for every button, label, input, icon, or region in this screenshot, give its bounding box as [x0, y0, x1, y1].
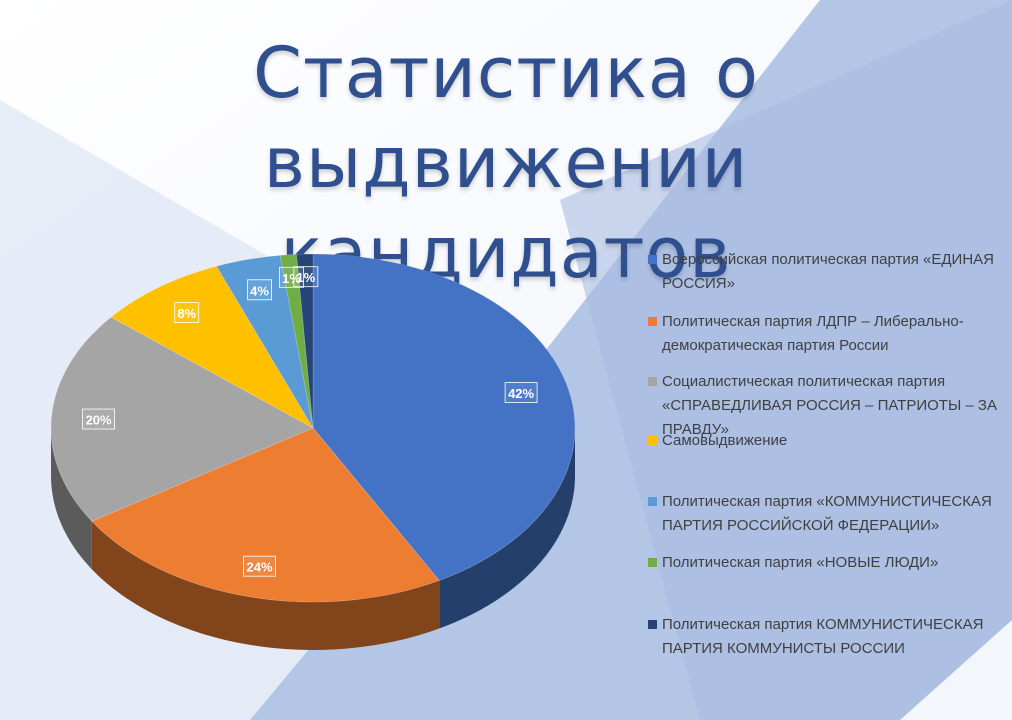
- legend-swatch: [648, 497, 657, 506]
- pie-slice-5: [216, 255, 314, 429]
- pie-side-walls: [51, 428, 575, 650]
- pie-slice-7: [296, 253, 314, 429]
- data-label-1: 42%: [504, 382, 538, 403]
- background-blue-panel-2: [560, 0, 1012, 720]
- pie-slice-2: [91, 427, 440, 603]
- pie-slice-1: [312, 253, 576, 581]
- legend-label: Политическая партия КОММУНИСТИЧЕСКАЯ ПАР…: [662, 616, 984, 657]
- data-label-5: 4%: [247, 279, 272, 301]
- legend-item-4: Самовыдвижение: [648, 429, 1008, 453]
- pie-side-2: [91, 521, 440, 650]
- legend-item-2: Политическая партия ЛДПР – Либерально-де…: [648, 310, 1008, 358]
- legend-item-5: Политическая партия «КОММУНИСТИЧЕСКАЯ ПА…: [648, 490, 1008, 538]
- data-label-2: 24%: [243, 555, 276, 577]
- legend-label: Социалистическая политическая партия «СП…: [662, 373, 997, 438]
- legend-label: Политическая партия «НОВЫЕ ЛЮДИ»: [662, 554, 939, 571]
- legend-swatch: [648, 377, 657, 386]
- pie-side-3: [51, 428, 92, 570]
- legend-item-6: Политическая партия «НОВЫЕ ЛЮДИ»: [648, 551, 1008, 575]
- pie-slices: [50, 253, 576, 603]
- legend-item-1: Всероссийская политическая партия «ЕДИНА…: [648, 248, 1008, 296]
- legend-swatch: [648, 558, 657, 567]
- pie-data-labels: 42% 24% 20% 8% 4% 1%1%: [82, 266, 538, 577]
- legend-item-3: Социалистическая политическая партия «СП…: [648, 370, 1008, 442]
- legend-label: Самовыдвижение: [662, 432, 788, 449]
- legend-label: Всероссийская политическая партия «ЕДИНА…: [662, 251, 994, 292]
- legend-swatch: [648, 436, 657, 445]
- slide-title: Статистика о выдвижении кандидатов: [0, 28, 1012, 298]
- background-white-wedge: [900, 620, 1012, 720]
- legend-label: Политическая партия «КОММУНИСТИЧЕСКАЯ ПА…: [662, 493, 992, 534]
- legend-swatch: [648, 317, 657, 326]
- pie-side-1: [439, 428, 575, 629]
- pie-slice-3: [50, 316, 314, 522]
- data-label-7: 1%: [293, 266, 319, 288]
- title-line-1: Статистика о выдвижении: [253, 32, 759, 204]
- legend-swatch: [648, 255, 657, 264]
- data-label-6: 1%: [279, 266, 304, 288]
- svg-text:4%: 4%: [250, 283, 269, 298]
- svg-text:24%: 24%: [247, 560, 273, 575]
- pie-slice-4: [110, 265, 314, 429]
- pie-slice-6: [279, 254, 314, 429]
- svg-text:42%: 42%: [508, 386, 534, 401]
- svg-text:8%: 8%: [177, 306, 196, 321]
- svg-text:1%: 1%: [282, 271, 301, 286]
- data-label-4: 8%: [174, 302, 200, 323]
- svg-text:20%: 20%: [86, 413, 112, 428]
- legend-swatch: [648, 620, 657, 629]
- data-label-3: 20%: [82, 408, 115, 430]
- svg-text:1%: 1%: [296, 270, 315, 285]
- legend-label: Политическая партия ЛДПР – Либерально-де…: [662, 313, 964, 354]
- legend-item-7: Политическая партия КОММУНИСТИЧЕСКАЯ ПАР…: [648, 613, 1008, 661]
